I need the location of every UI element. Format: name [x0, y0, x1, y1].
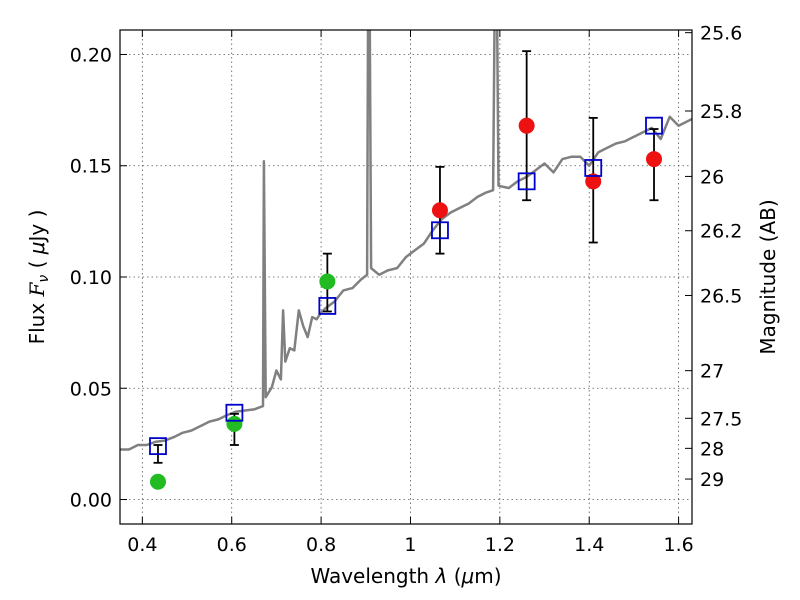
y-tick-label: 0.20: [70, 44, 112, 66]
y-axis-label: Flux Fν ( μJy ): [25, 210, 52, 345]
model-photometry-square: [645, 116, 663, 135]
model-photometry-square: [517, 172, 536, 191]
x-tick-label: 1.4: [574, 534, 604, 556]
observed-point-red: [585, 173, 602, 190]
mag-tick-label: 27.5: [700, 408, 742, 430]
x-tick-label: 1: [404, 534, 416, 556]
observed-point-red: [431, 202, 448, 219]
y-tick-label: 0.00: [70, 490, 112, 512]
x-tick-label: 0.6: [217, 534, 247, 556]
mag-tick-label: 29: [700, 469, 724, 491]
model-photometry-layer: [149, 116, 663, 456]
y2-axis-label: Magnitude (AB): [756, 199, 780, 354]
x-tick-label: 0.4: [127, 534, 157, 556]
observed-point-red: [518, 117, 535, 134]
model-spectrum-layer: [120, 30, 692, 451]
observed-point-green: [226, 415, 243, 432]
model-photometry-square: [431, 221, 449, 240]
y-tick-label: 0.05: [70, 378, 112, 400]
mag-tick-label: 27: [700, 361, 724, 383]
x-tick-label: 1.2: [485, 534, 515, 556]
model-photometry-square: [584, 159, 603, 177]
mag-tick-label: 26.2: [700, 221, 742, 243]
observed-point-green: [319, 273, 336, 290]
observed-point-green: [149, 473, 166, 490]
grid: [120, 30, 692, 524]
mag-tick-label: 26: [700, 166, 724, 188]
observed-point-red: [646, 151, 663, 168]
model-photometry-square: [318, 297, 337, 315]
model-photometry-square: [225, 403, 244, 422]
mag-tick-label: 25.8: [700, 101, 742, 123]
y-tick-label: 0.15: [70, 156, 112, 178]
x-tick-label: 1.6: [663, 534, 693, 556]
axis-ticks: 0.4 0.6 0.8 1 1.2 1.4 1.6 0.00 0.05 0.10 0.15 0.20 2…: [70, 23, 743, 556]
x-axis-label: Wavelength λ (μm): [310, 564, 501, 588]
y-tick-label: 0.10: [70, 267, 112, 289]
mag-tick-label: 26.5: [700, 285, 742, 307]
model-photometry-square: [149, 437, 167, 456]
x-tick-label: 0.8: [306, 534, 336, 556]
mag-tick-label: 28: [700, 438, 724, 460]
mag-tick-label: 25.6: [700, 23, 742, 45]
model-spectrum-line: [120, 30, 692, 451]
